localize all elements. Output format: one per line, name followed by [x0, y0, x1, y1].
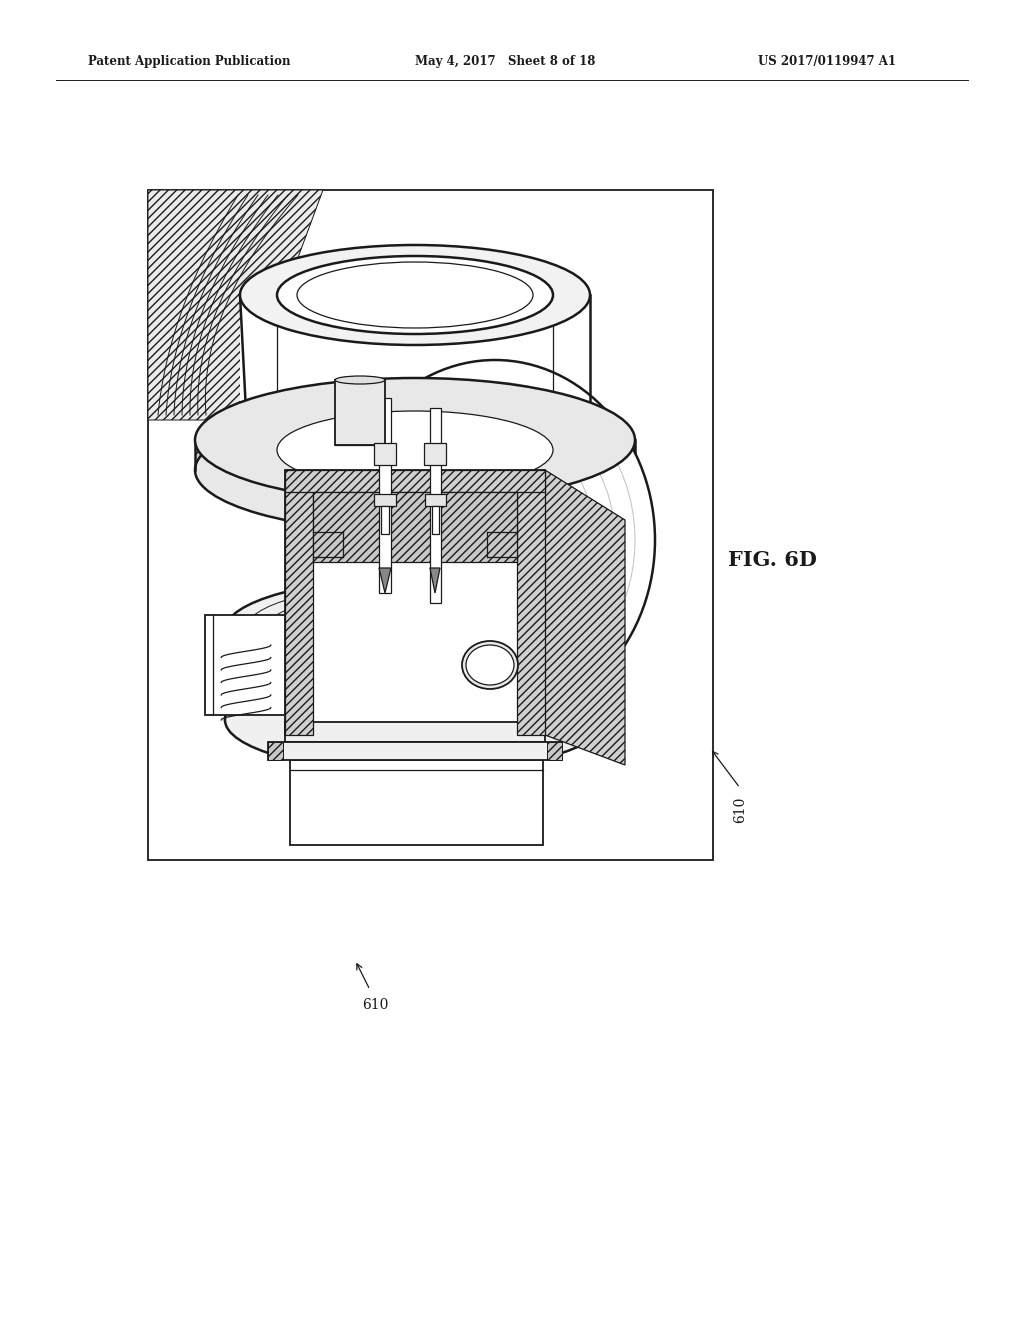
Text: 610: 610	[733, 797, 746, 824]
Text: May 4, 2017   Sheet 8 of 18: May 4, 2017 Sheet 8 of 18	[415, 55, 595, 69]
Ellipse shape	[278, 411, 553, 488]
Text: 624: 624	[392, 690, 418, 705]
Bar	[424, 444, 446, 465]
Bar	[374, 494, 396, 506]
Bar	[195, 440, 635, 470]
Bar	[432, 506, 439, 535]
Bar	[335, 380, 385, 445]
Ellipse shape	[240, 246, 590, 345]
Bar	[268, 742, 283, 760]
Ellipse shape	[240, 400, 590, 500]
Polygon shape	[379, 568, 391, 593]
Bar	[313, 492, 517, 562]
Bar	[290, 760, 543, 845]
Bar	[379, 399, 391, 593]
Bar	[240, 294, 590, 450]
Bar	[148, 190, 713, 861]
Ellipse shape	[462, 642, 518, 689]
Polygon shape	[430, 568, 440, 593]
Ellipse shape	[225, 578, 605, 682]
Bar	[268, 742, 562, 760]
Bar	[425, 494, 446, 506]
Text: 610: 610	[361, 998, 388, 1012]
Ellipse shape	[195, 378, 635, 502]
Bar	[205, 615, 285, 715]
Bar	[225, 630, 605, 719]
Bar	[285, 470, 545, 735]
Ellipse shape	[278, 256, 553, 334]
Ellipse shape	[335, 360, 655, 719]
Polygon shape	[148, 190, 323, 420]
Ellipse shape	[335, 376, 385, 384]
Text: FIG. 6D: FIG. 6D	[728, 550, 817, 570]
Bar	[430, 408, 441, 603]
Bar	[285, 722, 545, 742]
Bar	[374, 444, 396, 465]
Text: Patent Application Publication: Patent Application Publication	[88, 55, 291, 69]
Bar	[381, 506, 389, 535]
Ellipse shape	[466, 645, 514, 685]
Polygon shape	[545, 470, 625, 766]
Bar	[517, 470, 545, 735]
Bar	[547, 742, 562, 760]
Bar	[285, 470, 545, 492]
Text: US 2017/0119947 A1: US 2017/0119947 A1	[758, 55, 896, 69]
Ellipse shape	[195, 408, 635, 532]
Ellipse shape	[297, 261, 534, 327]
Ellipse shape	[225, 668, 605, 772]
Bar	[285, 470, 313, 735]
